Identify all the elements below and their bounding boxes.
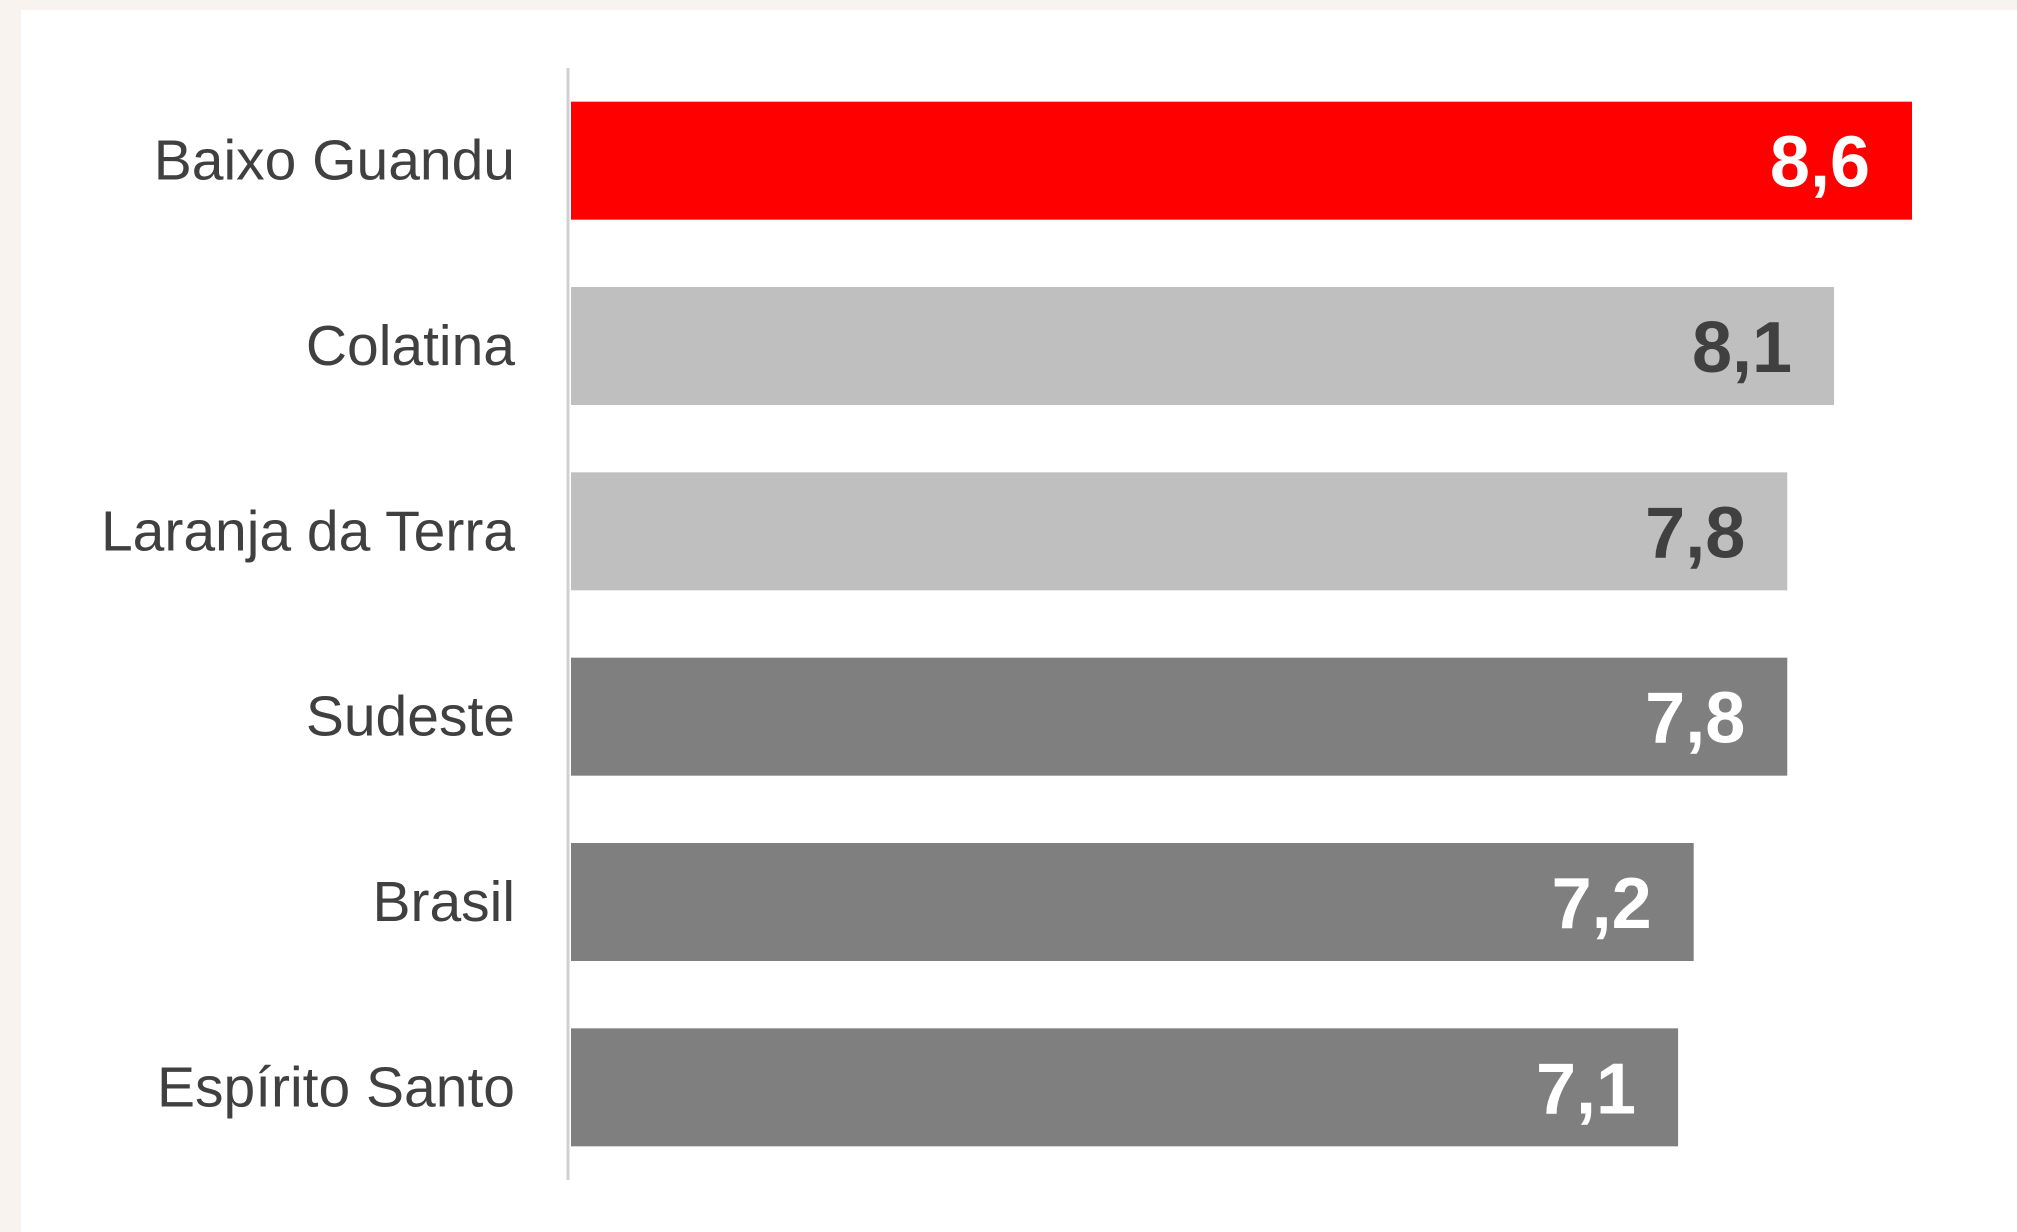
bar-5 [571,843,1694,961]
bar-1 [571,101,1912,220]
value-label: 7,1 [1536,1049,1636,1129]
value-label: 7,8 [1645,679,1745,759]
value-label: 7,8 [1645,493,1745,573]
category-label: Laranja da Terra [101,499,515,563]
value-label: 8,6 [1770,123,1870,203]
value-label: 8,1 [1692,308,1792,388]
value-label: 7,2 [1552,864,1652,944]
category-label: Espírito Santo [157,1055,515,1119]
category-label: Sudeste [306,685,515,749]
bar-4 [571,657,1788,776]
category-label: Colatina [306,314,515,378]
category-label: Brasil [372,870,515,934]
labels-layer: Baixo Guandu 8,6 Colatina 8,1 Laranja da Ter… [101,123,1870,1130]
bars-layer [571,101,1912,1147]
bar-6 [571,1028,1679,1147]
bar-3 [571,472,1788,591]
category-label: Baixo Guandu [154,129,515,193]
bar-2 [571,287,1835,405]
